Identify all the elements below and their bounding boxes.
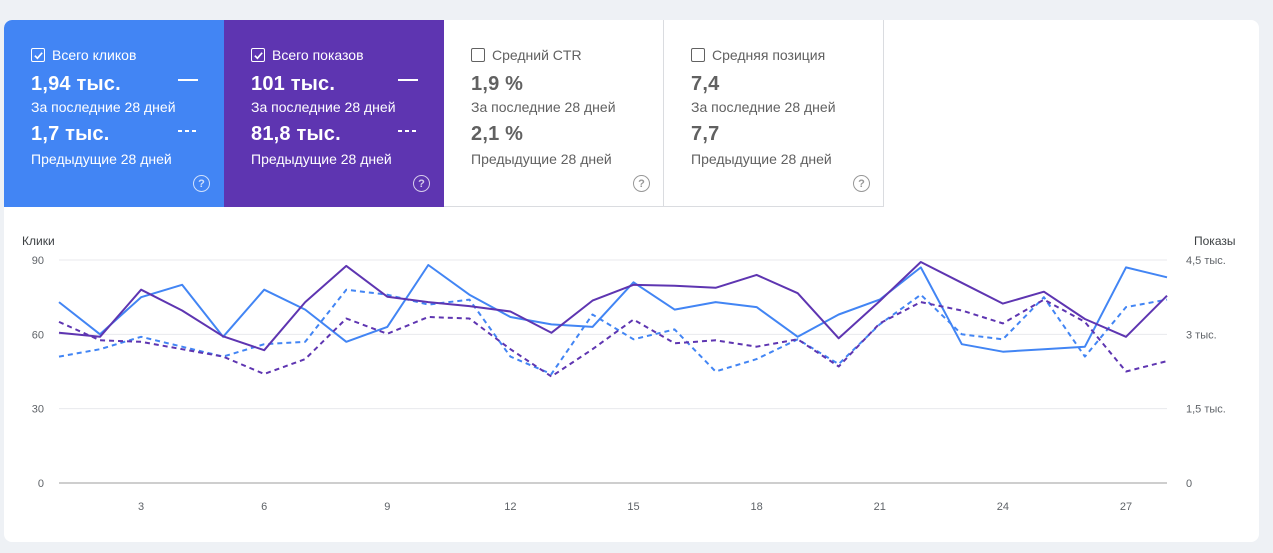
- previous-period-label: Предыдущие 28 дней: [31, 151, 172, 167]
- right-axis-title: Показы: [1194, 234, 1236, 248]
- checkbox-unchecked-icon[interactable]: [691, 48, 705, 62]
- card-total-clicks[interactable]: Всего кликов 1,94 тыс. За последние 28 д…: [4, 20, 224, 207]
- previous-value: 1,7 тыс.: [31, 123, 110, 145]
- y-tick-label-right: 3 тыс.: [1186, 329, 1217, 341]
- x-tick-label: 12: [504, 501, 516, 513]
- dashed-line-legend-icon: [398, 130, 418, 132]
- current-value: 1,94 тыс.: [31, 73, 121, 95]
- card-title: Всего кликов: [52, 47, 137, 63]
- x-tick-label: 9: [384, 501, 390, 513]
- checkbox-checked-icon[interactable]: [251, 48, 265, 62]
- help-circle-icon[interactable]: ?: [413, 175, 430, 192]
- card-average-ctr[interactable]: Средний CTR 1,9 % За последние 28 дней 2…: [444, 20, 664, 207]
- x-tick-label: 15: [627, 501, 639, 513]
- previous-period-label: Предыдущие 28 дней: [251, 151, 392, 167]
- previous-value: 7,7: [691, 123, 720, 145]
- previous-value: 2,1 %: [471, 123, 524, 145]
- y-tick-label-right: 4,5 тыс.: [1186, 255, 1226, 267]
- dashed-line-legend-icon: [178, 130, 198, 132]
- x-tick-label: 18: [751, 501, 763, 513]
- previous-period-label: Предыдущие 28 дней: [691, 151, 832, 167]
- series-line-2: [58, 288, 1168, 375]
- help-circle-icon[interactable]: ?: [853, 175, 870, 192]
- performance-panel: Всего кликов 1,94 тыс. За последние 28 д…: [4, 20, 1259, 542]
- help-circle-icon[interactable]: ?: [633, 175, 650, 192]
- current-value: 1,9 %: [471, 73, 524, 95]
- checkbox-unchecked-icon[interactable]: [471, 48, 485, 62]
- y-tick-label-right: 0: [1186, 478, 1192, 490]
- y-tick-label-right: 1,5 тыс.: [1186, 404, 1226, 416]
- card-header[interactable]: Средняя позиция: [691, 47, 825, 63]
- card-header[interactable]: Средний CTR: [471, 47, 582, 63]
- x-tick-label: 6: [261, 501, 267, 513]
- left-axis-title: Клики: [22, 234, 55, 248]
- performance-line-chart[interactable]: 90 4,5 тыс. 60 3 тыс. 30 1,5 тыс. 0 0 3 6 9 12 15 18 2…: [4, 20, 1259, 542]
- current-period-label: За последние 28 дней: [251, 99, 396, 115]
- current-value: 7,4: [691, 73, 720, 95]
- card-header[interactable]: Всего показов: [251, 47, 364, 63]
- current-period-label: За последние 28 дней: [31, 99, 176, 115]
- y-tick-label-left: 90: [32, 255, 44, 267]
- card-header[interactable]: Всего кликов: [31, 47, 136, 63]
- x-tick-label: 24: [997, 501, 1009, 513]
- series-line-4: [58, 298, 1168, 378]
- solid-line-legend-icon: [178, 79, 198, 81]
- y-tick-label-left: 60: [32, 329, 44, 341]
- card-title: Всего показов: [272, 47, 364, 63]
- series-line-3: [58, 261, 1168, 352]
- metric-cards: Всего кликов 1,94 тыс. За последние 28 д…: [4, 20, 884, 207]
- series-line-1: [58, 264, 1168, 353]
- previous-period-label: Предыдущие 28 дней: [471, 151, 612, 167]
- current-period-label: За последние 28 дней: [471, 99, 616, 115]
- card-total-impressions[interactable]: Всего показов 101 тыс. За последние 28 д…: [224, 20, 444, 207]
- solid-line-legend-icon: [398, 79, 418, 81]
- x-tick-label: 27: [1120, 501, 1132, 513]
- current-value: 101 тыс.: [251, 73, 336, 95]
- y-tick-label-left: 30: [32, 404, 44, 416]
- y-tick-label-left: 0: [38, 478, 44, 490]
- checkbox-checked-icon[interactable]: [31, 48, 45, 62]
- card-title: Средний CTR: [492, 47, 582, 63]
- card-average-position[interactable]: Средняя позиция 7,4 За последние 28 дней…: [664, 20, 884, 207]
- x-tick-label: 3: [138, 501, 144, 513]
- card-title: Средняя позиция: [712, 47, 826, 63]
- current-period-label: За последние 28 дней: [691, 99, 836, 115]
- help-circle-icon[interactable]: ?: [193, 175, 210, 192]
- previous-value: 81,8 тыс.: [251, 123, 341, 145]
- x-tick-label: 21: [874, 501, 886, 513]
